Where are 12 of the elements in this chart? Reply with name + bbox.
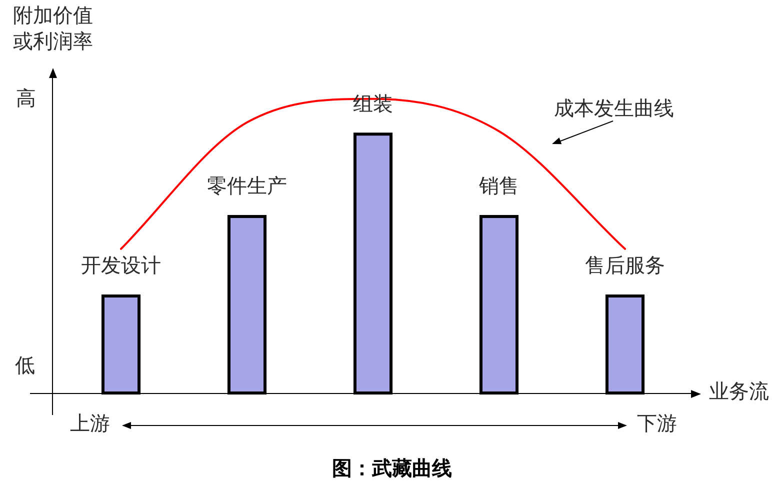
x-tick-label: 销售 — [478, 174, 519, 198]
x-tick-label: 开发设计 — [81, 253, 161, 278]
annotation: 低 — [15, 353, 35, 378]
x-axis-title: 业务流 — [709, 379, 769, 404]
text: 上游 — [70, 411, 110, 436]
text: 图：武藏曲线 — [332, 456, 452, 480]
text: 下游 — [637, 411, 677, 436]
x-tick-label: 零件生产 — [207, 174, 287, 198]
x-tick-label: 售后服务 — [585, 253, 665, 278]
y-axis-title: 附加价值或利润率 — [13, 3, 93, 54]
text: 成本发生曲线 — [554, 96, 674, 120]
annotation: 高 — [16, 86, 36, 110]
